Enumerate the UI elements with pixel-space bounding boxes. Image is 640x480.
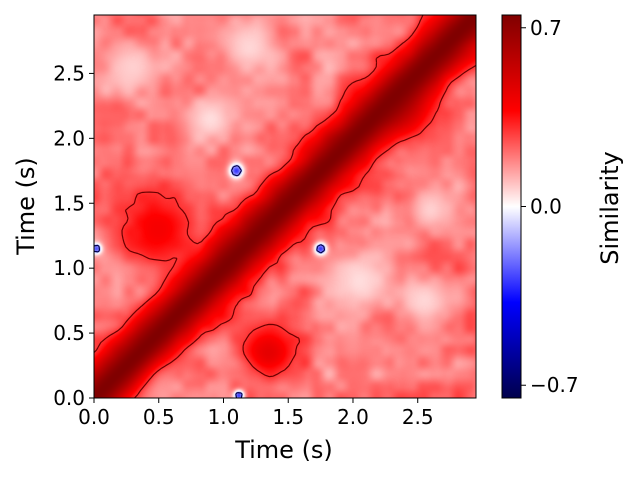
y-axis-title: Time (s) — [12, 157, 40, 256]
x-tick-label: 1.5 — [272, 405, 304, 429]
plot-area — [94, 15, 476, 398]
colorbar-axis: 0.7 0.0 −0.7 — [521, 16, 579, 397]
y-axis: 0.0 0.5 1.0 1.5 2.0 2.5 — [53, 61, 94, 410]
colorbar-tick-label: 0.0 — [530, 195, 562, 219]
contour-lines — [94, 15, 476, 398]
plot-frame — [93, 14, 477, 399]
x-axis-title: Time (s) — [234, 436, 333, 464]
colorbar-tick-label: 0.7 — [530, 16, 562, 40]
x-tick-label: 2.0 — [337, 405, 369, 429]
y-tick-label: 0.5 — [53, 321, 85, 345]
y-tick-label: 2.0 — [53, 126, 85, 150]
y-tick-label: 2.5 — [53, 61, 85, 85]
colorbar-label: Similarity — [596, 151, 624, 264]
y-tick-label: 1.5 — [53, 191, 85, 215]
x-tick-label: 2.5 — [402, 405, 434, 429]
colorbar-tick-label: −0.7 — [530, 373, 579, 397]
contour-line — [94, 165, 326, 398]
heatmap-image — [94, 15, 476, 398]
x-axis: 0.0 0.5 1.0 1.5 2.0 2.5 — [78, 398, 434, 429]
x-tick-label: 0.5 — [143, 405, 175, 429]
y-tick-label: 1.0 — [53, 256, 85, 280]
contour-line — [94, 15, 476, 398]
x-tick-label: 1.0 — [208, 405, 240, 429]
y-tick-label: 0.0 — [53, 386, 85, 410]
colorbar — [501, 14, 522, 399]
x-tick-label: 0.0 — [78, 405, 110, 429]
